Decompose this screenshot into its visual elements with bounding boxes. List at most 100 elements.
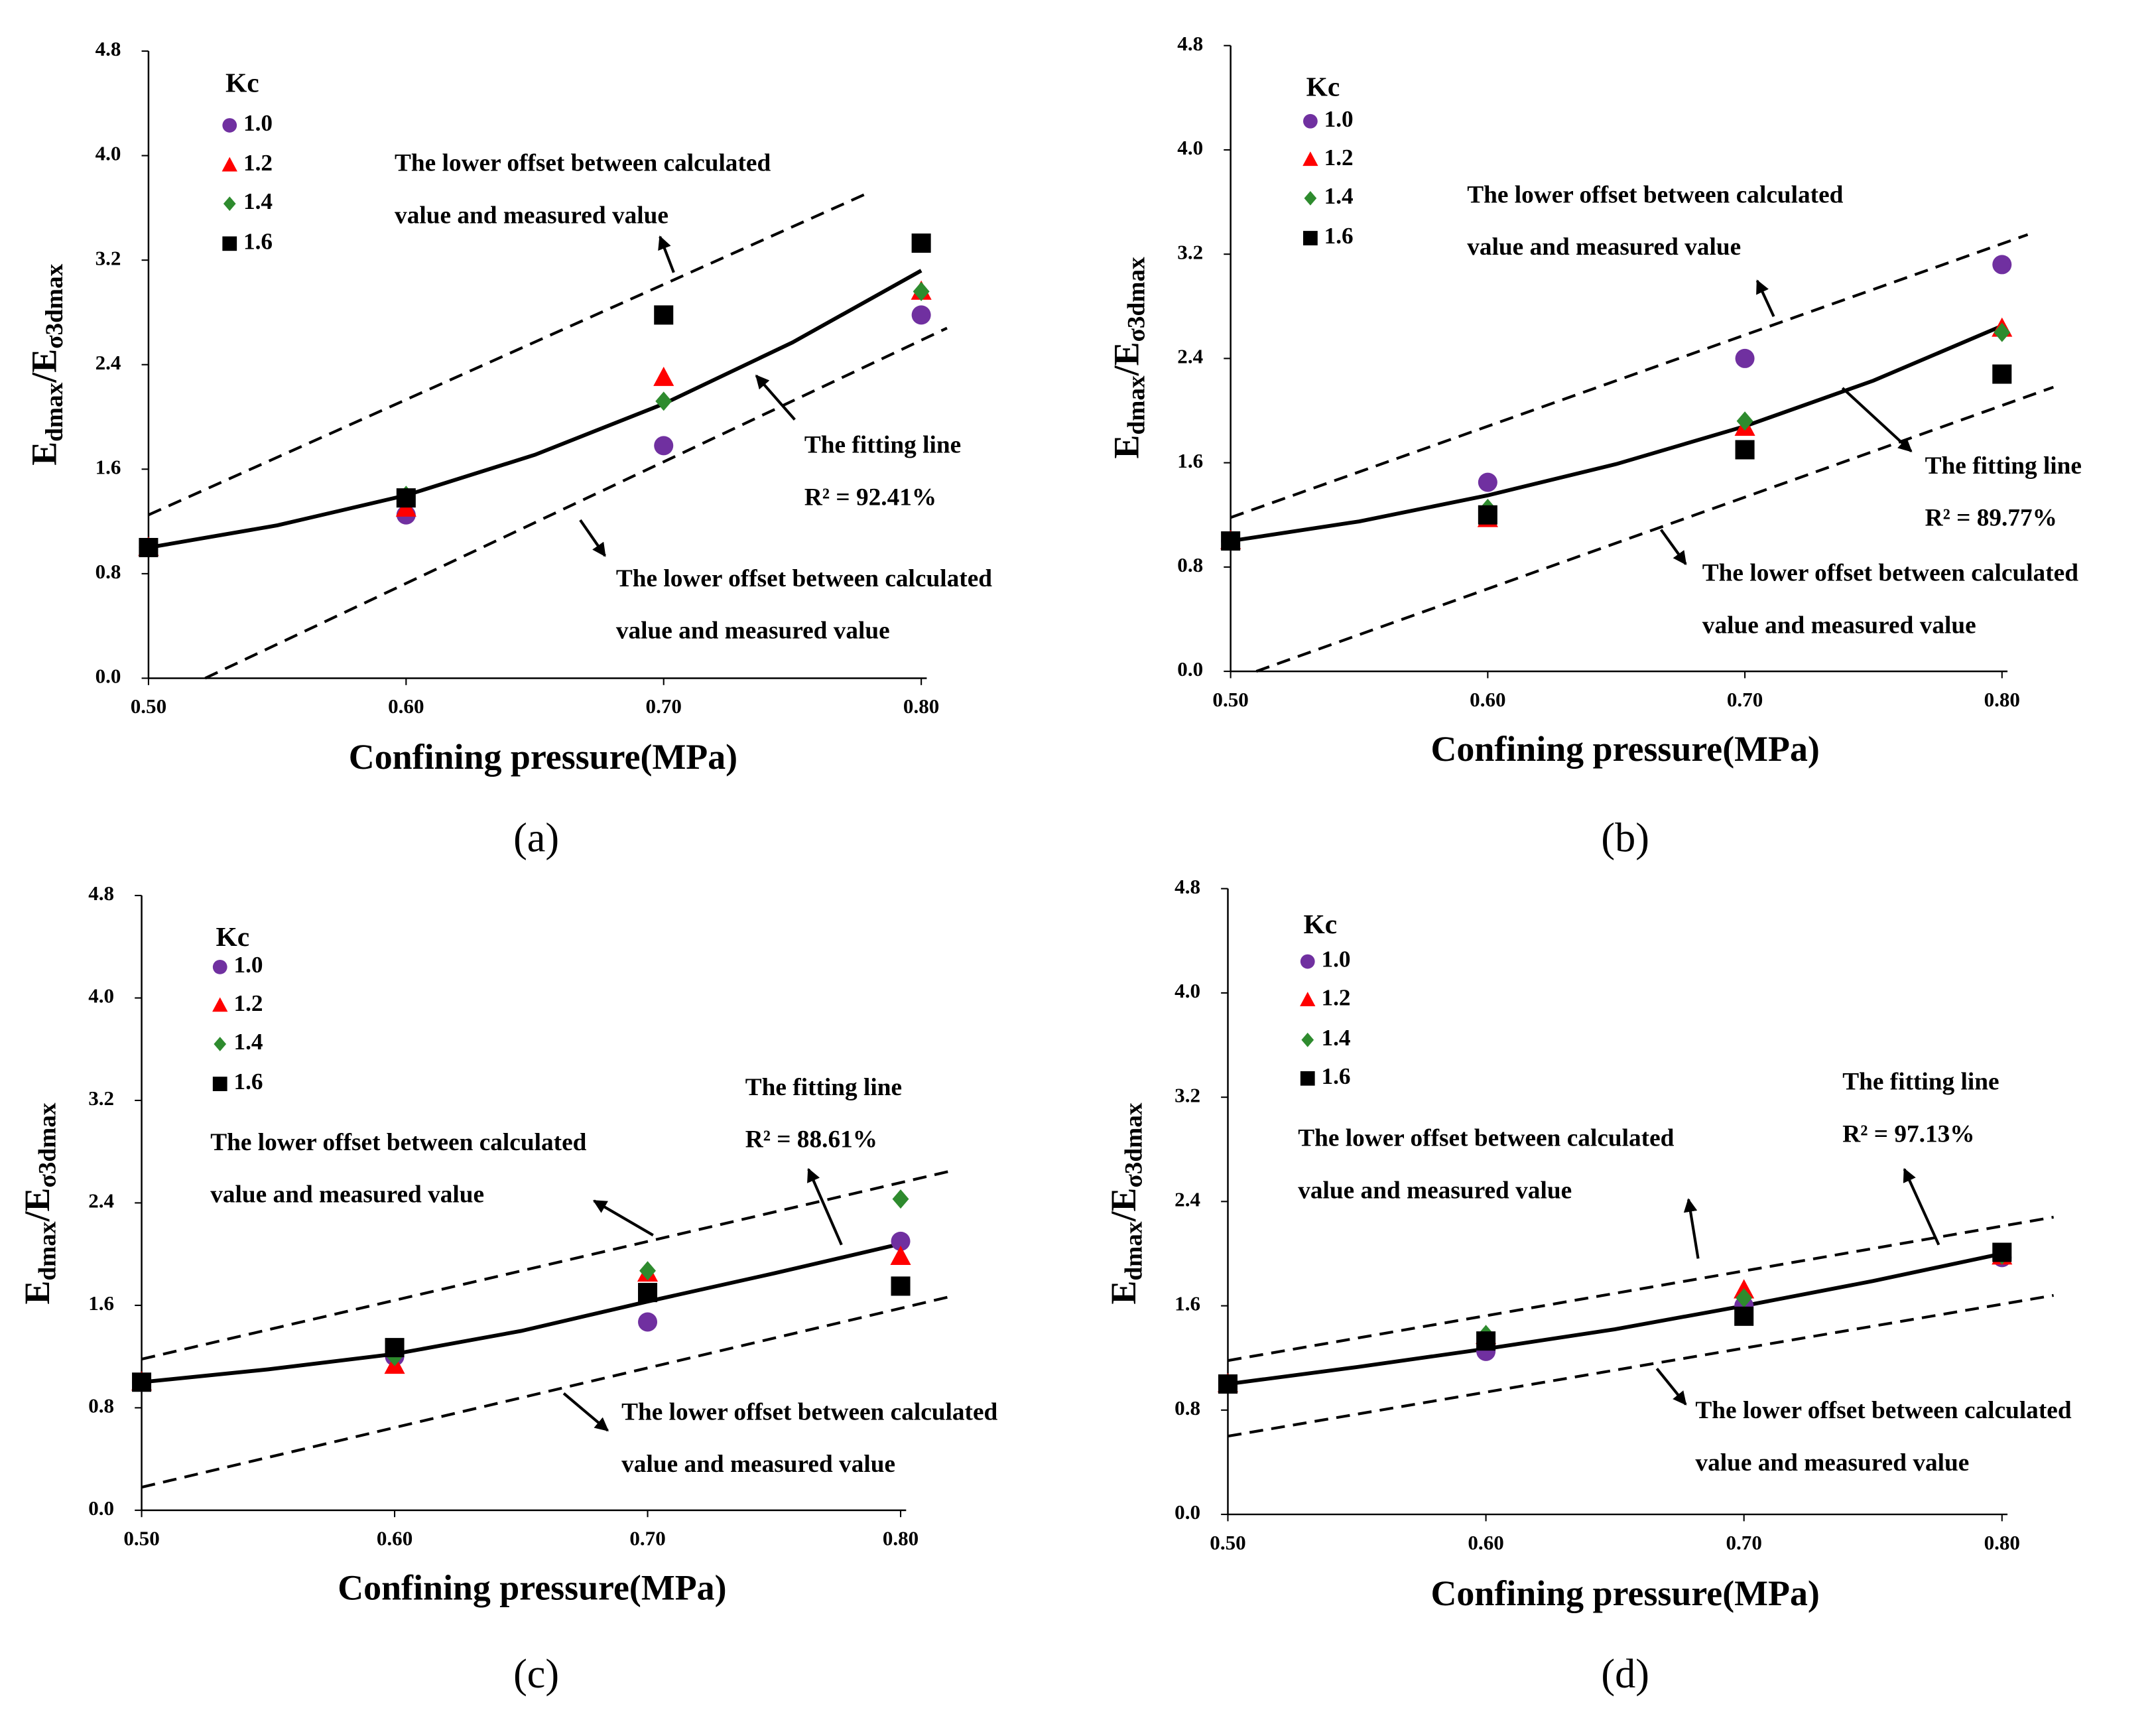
annotation-arrow <box>755 374 796 421</box>
annotation: value and measured value <box>1695 1449 1969 1477</box>
data-point <box>653 366 674 386</box>
annotation: The fitting line <box>1842 1069 1999 1096</box>
legend-label: 1.0 <box>1324 106 1354 132</box>
legend-label: 1.6 <box>1324 223 1354 249</box>
data-point <box>396 488 416 508</box>
chart-panel: 0.0 0.8 1.6 2.4 3.2 4.0 4.8 0.50 0.60 0.70 0.80 Con… <box>25 37 992 860</box>
x-tick-label: 0.80 <box>1984 1531 2020 1554</box>
y-axis-label-part: dmax <box>41 382 68 441</box>
legend-marker <box>1303 113 1318 129</box>
legend-label: 1.4 <box>1324 183 1354 209</box>
data-point <box>385 1338 405 1358</box>
legend-marker <box>1300 1071 1315 1086</box>
x-tick-label: 0.50 <box>1210 1531 1245 1554</box>
annotation-arrow <box>592 1199 654 1236</box>
y-tick-label: 2.4 <box>95 351 121 374</box>
annotation: The lower offset between calculated <box>395 150 771 177</box>
annotation: The lower offset between calculated <box>1298 1125 1674 1152</box>
data-point <box>638 1312 658 1332</box>
y-tick-label: 0.8 <box>1177 553 1203 576</box>
y-axis-label: Edmax/Eσ3dmax <box>18 1102 62 1304</box>
annotation-arrow <box>1659 529 1687 566</box>
annotation-arrow <box>579 519 606 557</box>
y-tick-label: 4.0 <box>95 142 121 165</box>
annotation: The lower offset between calculated <box>1467 181 1843 208</box>
chart-panel: 0.0 0.8 1.6 2.4 3.2 4.0 4.8 0.50 0.60 0.70 0.80 Con… <box>1104 875 2072 1697</box>
y-axis-label: Edmax/Eσ3dmax <box>1107 257 1151 458</box>
y-axis-label-part: σ3dmax <box>1120 1102 1147 1187</box>
y-tick-label: 4.8 <box>1177 32 1203 55</box>
legend-title: Kc <box>216 921 250 952</box>
data-point <box>1992 1242 2012 1262</box>
y-tick-label: 4.0 <box>1174 979 1200 1002</box>
legend-label: 1.2 <box>1324 145 1354 170</box>
y-tick-label: 1.6 <box>95 455 121 478</box>
y-tick-label: 0.8 <box>95 560 121 583</box>
y-tick-label: 4.8 <box>88 882 114 905</box>
panel-label: (c) <box>513 1652 559 1697</box>
lower-offset-line <box>141 1295 952 1489</box>
lower-offset-line <box>1255 385 2055 673</box>
y-tick-label: 0.0 <box>88 1496 114 1520</box>
annotation-arrow <box>562 1392 609 1432</box>
x-axis-label: Confining pressure(MPa) <box>1431 729 1820 769</box>
chart-panel: 0.0 0.8 1.6 2.4 3.2 4.0 4.8 0.50 0.60 0.70 0.80 Con… <box>1107 32 2082 861</box>
data-point <box>911 233 931 253</box>
data-point <box>655 391 672 411</box>
upper-offset-line <box>1230 233 2029 519</box>
data-point <box>638 1283 658 1303</box>
legend-marker <box>1300 992 1316 1006</box>
y-tick-label: 1.6 <box>1174 1292 1200 1315</box>
y-tick-label: 0.0 <box>1174 1500 1200 1524</box>
y-axis-label-part: σ3dmax <box>1123 257 1150 342</box>
annotation: The fitting line <box>1925 452 2082 480</box>
x-tick-label: 0.60 <box>377 1527 412 1550</box>
x-tick-label: 0.50 <box>123 1527 159 1550</box>
y-axis-label-part: dmax <box>1123 375 1150 434</box>
y-tick-label: 3.2 <box>95 246 121 269</box>
legend-marker <box>214 1037 227 1051</box>
x-axis-label: Confining pressure(MPa) <box>349 737 737 777</box>
annotation: The fitting line <box>745 1074 902 1101</box>
legend-marker <box>1303 231 1318 245</box>
annotation-arrow <box>658 235 675 273</box>
y-axis-label-part: E <box>18 1281 58 1305</box>
y-axis-label-part: σ3dmax <box>41 263 68 348</box>
data-point <box>1735 348 1755 368</box>
y-axis-label-part: dmax <box>1120 1221 1147 1280</box>
annotation: value and measured value <box>1702 612 1976 639</box>
y-axis-label-part: /E <box>1107 342 1147 376</box>
y-tick-label: 3.2 <box>88 1087 114 1110</box>
annotation-arrow <box>1841 387 1913 452</box>
legend-label: 1.0 <box>1321 947 1350 972</box>
y-tick-label: 1.6 <box>1177 449 1203 472</box>
y-axis-label-part: E <box>1107 434 1147 458</box>
legend-marker <box>222 236 237 251</box>
annotation: The lower offset between calculated <box>1702 560 2078 587</box>
x-tick-label: 0.80 <box>903 694 939 718</box>
annotation: value and measured value <box>616 618 890 645</box>
x-tick-label: 0.60 <box>388 694 424 718</box>
fitting-line <box>1228 1252 2003 1386</box>
x-tick-label: 0.80 <box>1984 688 2020 711</box>
annotation: The lower offset between calculated <box>1695 1397 2071 1424</box>
legend-label: 1.6 <box>233 1069 263 1094</box>
x-tick-label: 0.70 <box>629 1527 665 1550</box>
annotation: R² = 97.13% <box>1842 1120 1974 1148</box>
x-axis-label: Confining pressure(MPa) <box>1431 1573 1820 1613</box>
x-tick-label: 0.80 <box>883 1527 919 1550</box>
annotation: The lower offset between calculated <box>621 1398 997 1425</box>
legend-title: Kc <box>1306 72 1340 102</box>
legend-title: Kc <box>225 67 259 98</box>
data-point <box>890 1245 911 1265</box>
legend-label: 1.2 <box>233 990 263 1016</box>
legend-marker <box>1302 151 1318 166</box>
legend-label: 1.4 <box>233 1029 263 1055</box>
data-point <box>1476 1331 1496 1351</box>
data-point <box>1218 1374 1238 1394</box>
panel-label: (b) <box>1601 815 1649 860</box>
x-tick-label: 0.60 <box>1468 1531 1503 1554</box>
annotation: R² = 88.61% <box>745 1126 877 1154</box>
